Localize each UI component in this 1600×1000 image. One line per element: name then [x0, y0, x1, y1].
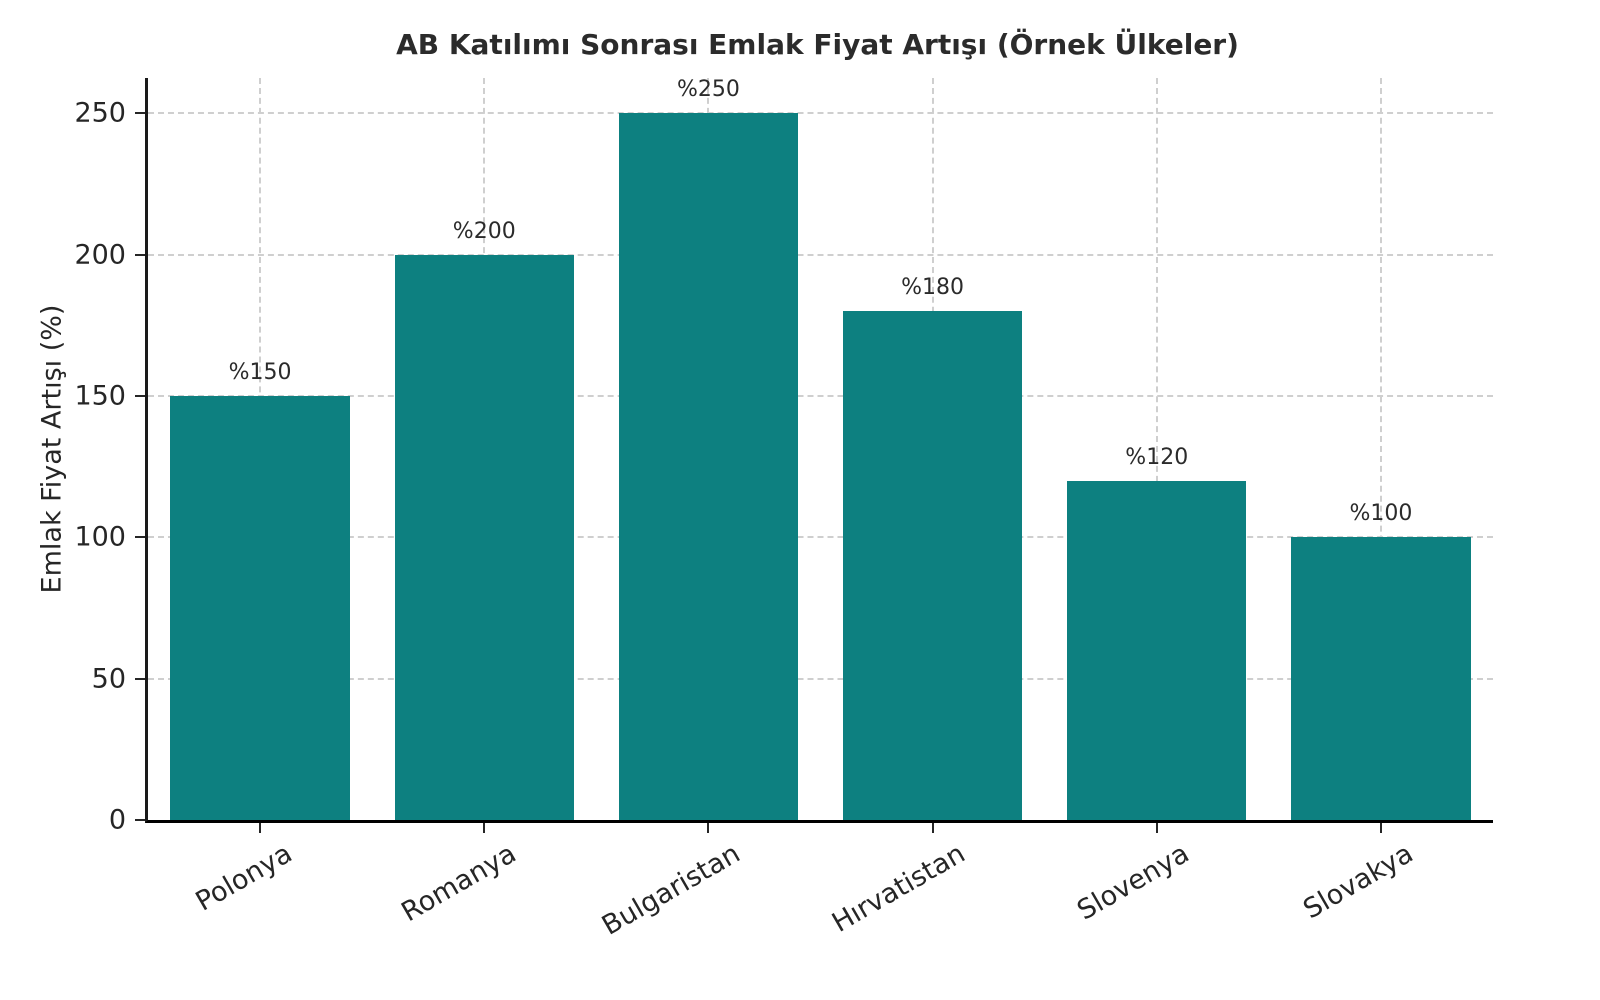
x-tick-label: Polonya [190, 838, 298, 918]
h-gridline [148, 253, 1493, 256]
bar [1291, 537, 1471, 820]
y-tick-mark [135, 536, 145, 539]
y-axis-label: Emlak Fiyat Artışı (%) [36, 304, 68, 594]
plot-area: 0 50 100 150 200 250 %150 Polonya %200 Romanya %25… [74, 77, 1493, 942]
bar [842, 311, 1023, 820]
y-tick-label: 50 [91, 663, 126, 695]
v-gridline [1155, 78, 1158, 820]
bar [394, 254, 574, 820]
h-gridline [148, 112, 1493, 115]
x-tick-label: Hırvatistan [826, 838, 971, 939]
x-tick-label: Romanya [396, 838, 522, 929]
y-tick-mark [135, 253, 145, 256]
x-tick-mark [707, 823, 710, 833]
y-tick-label: 0 [108, 804, 126, 836]
x-tick-label: Bulgaristan [597, 838, 746, 942]
bar-value-label: %250 [676, 77, 740, 103]
y-tick-label: 200 [74, 239, 126, 271]
x-tick-label: Slovenya [1071, 838, 1195, 927]
y-tick-mark [135, 819, 145, 821]
bar-value-label: %100 [1349, 501, 1413, 527]
x-tick-mark [483, 823, 486, 833]
y-tick-mark [135, 112, 145, 115]
x-tick-label: Slovakya [1298, 838, 1419, 926]
y-tick-mark [135, 677, 145, 680]
bar-value-label: %150 [228, 360, 292, 385]
v-gridline [1379, 78, 1382, 820]
x-tick-mark [931, 823, 934, 833]
h-gridline [148, 395, 1493, 397]
x-tick-mark [1155, 823, 1158, 833]
h-gridline [148, 677, 1493, 680]
x-tick-mark [259, 823, 262, 833]
bar [1067, 480, 1247, 820]
y-tick-label: 250 [74, 97, 126, 129]
y-tick-label: 150 [74, 380, 126, 412]
bar-value-label: %180 [901, 275, 965, 301]
bar [618, 113, 799, 820]
x-tick-mark [1379, 823, 1382, 833]
bar-value-label: %120 [1125, 444, 1189, 470]
bar [170, 396, 350, 820]
chart-title: AB Katılımı Sonrası Emlak Fiyat Artışı (… [396, 28, 1239, 61]
y-tick-label: 100 [74, 521, 126, 553]
y-tick-mark [135, 395, 145, 397]
bar-value-label: %200 [452, 218, 516, 244]
h-gridline [148, 536, 1493, 539]
